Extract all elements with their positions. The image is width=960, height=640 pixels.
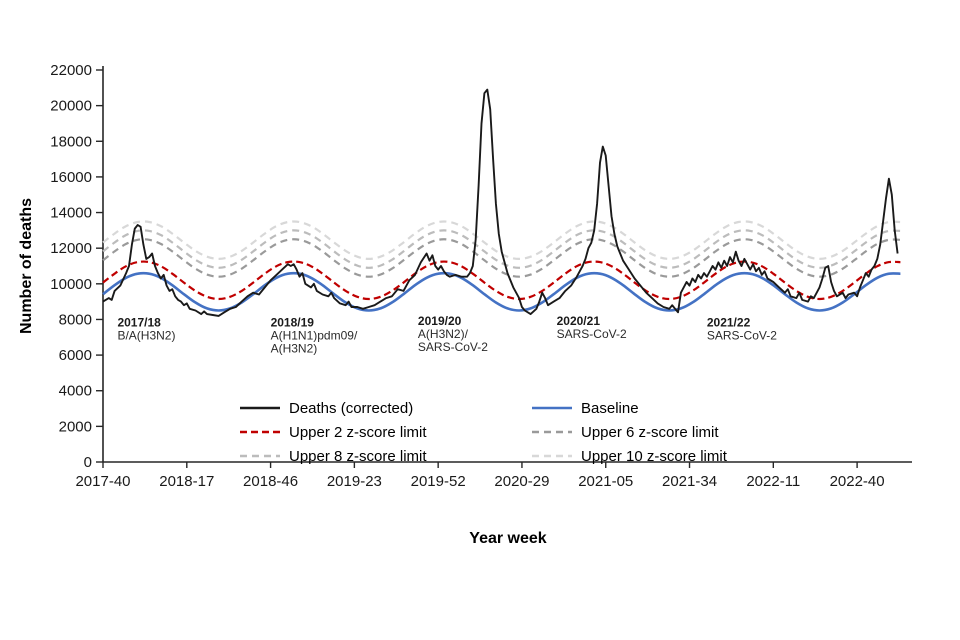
legend-item-upper-8-z-score-limit: Upper 8 z-score limit bbox=[240, 444, 532, 468]
series-line-deaths-corrected- bbox=[102, 88, 899, 317]
legend-line-sample bbox=[532, 454, 572, 458]
chart-legend: Deaths (corrected) Baseline Upper 2 z-scor… bbox=[240, 396, 802, 468]
x-tick-label: 2020-29 bbox=[494, 473, 549, 490]
season-annotation: 2017/18 B/A(H3N2) bbox=[117, 316, 175, 343]
series-line-upper-2-z-score-limit bbox=[102, 260, 901, 301]
x-tick-label: 2017-40 bbox=[75, 473, 130, 490]
y-tick-label: 0 bbox=[84, 454, 92, 471]
series-line-upper-8-z-score-limit bbox=[102, 229, 901, 269]
series-line-upper-10-z-score-limit bbox=[102, 220, 901, 260]
season-annotation: 2020/21 SARS-CoV-2 bbox=[557, 314, 627, 341]
season-annotation: 2018/19 A(H1N1)pdm09/A(H3N2) bbox=[271, 316, 358, 356]
legend-item-upper-6-z-score-limit: Upper 6 z-score limit bbox=[532, 420, 802, 444]
y-tick-label: 16000 bbox=[50, 169, 92, 186]
y-axis-title: Number of deaths bbox=[18, 197, 35, 335]
x-tick-label: 2018-46 bbox=[243, 473, 298, 490]
y-tick-label: 4000 bbox=[59, 383, 92, 400]
legend-label: Deaths (corrected) bbox=[289, 399, 414, 417]
legend-line-sample bbox=[240, 430, 280, 434]
x-tick-label: 2022-40 bbox=[830, 473, 885, 490]
x-tick-label: 2019-23 bbox=[327, 473, 382, 490]
y-tick-label: 8000 bbox=[59, 311, 92, 328]
series-line-upper-6-z-score-limit bbox=[102, 238, 901, 278]
y-tick-label: 18000 bbox=[50, 133, 92, 150]
season-annotation: 2019/20 A(H3N2)/SARS-CoV-2 bbox=[418, 314, 488, 354]
y-tick-label: 10000 bbox=[50, 276, 92, 293]
legend-item-upper-2-z-score-limit: Upper 2 z-score limit bbox=[240, 420, 532, 444]
x-tick-label: 2019-52 bbox=[411, 473, 466, 490]
y-tick-label: 14000 bbox=[50, 205, 92, 222]
y-tick-label: 6000 bbox=[59, 347, 92, 364]
y-tick-label: 2000 bbox=[59, 418, 92, 435]
legend-label: Upper 10 z-score limit bbox=[581, 447, 727, 465]
x-tick-label: 2021-34 bbox=[662, 473, 717, 490]
legend-label: Baseline bbox=[581, 399, 639, 417]
legend-line-sample bbox=[240, 454, 280, 458]
y-tick-label: 22000 bbox=[50, 62, 92, 79]
y-tick-label: 20000 bbox=[50, 98, 92, 115]
legend-item-upper-10-z-score-limit: Upper 10 z-score limit bbox=[532, 444, 802, 468]
x-axis-title: Year week bbox=[469, 530, 547, 547]
y-tick-label: 12000 bbox=[50, 240, 92, 257]
x-tick-label: 2022-11 bbox=[746, 473, 800, 490]
season-annotation: 2021/22 SARS-CoV-2 bbox=[707, 316, 777, 343]
legend-line-sample bbox=[532, 406, 572, 410]
x-tick-label: 2021-05 bbox=[578, 473, 633, 490]
legend-label: Upper 8 z-score limit bbox=[289, 447, 427, 465]
legend-item-baseline: Baseline bbox=[532, 396, 802, 420]
legend-label: Upper 2 z-score limit bbox=[289, 423, 427, 441]
legend-label: Upper 6 z-score limit bbox=[581, 423, 719, 441]
legend-line-sample bbox=[532, 430, 572, 434]
legend-line-sample bbox=[240, 406, 280, 410]
x-tick-label: 2018-17 bbox=[159, 473, 214, 490]
legend-item-deaths-corrected-: Deaths (corrected) bbox=[240, 396, 532, 420]
